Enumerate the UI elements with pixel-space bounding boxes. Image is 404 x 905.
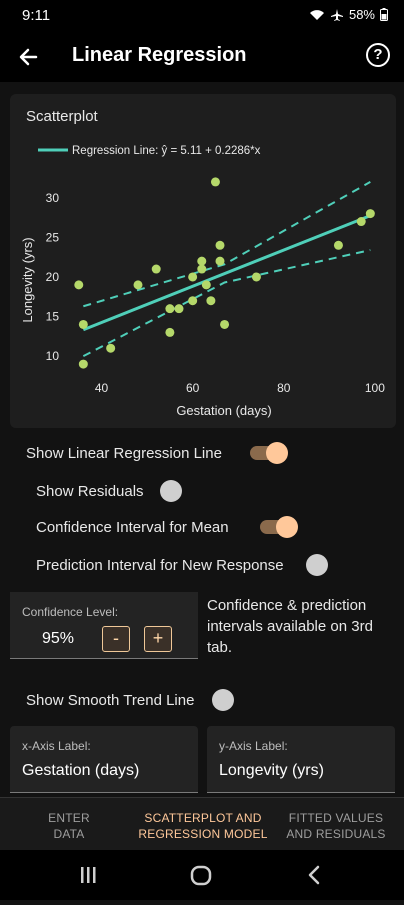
y-axis-label: Longevity (yrs) [20,237,35,322]
decrease-confidence-button[interactable]: - [102,626,130,652]
pi-new-label: Prediction Interval for New Response [36,557,284,574]
arrow-back-icon [19,48,38,66]
data-point [197,256,207,266]
tab-enter-data[interactable]: ENTER DATA [0,810,138,842]
increase-confidence-button[interactable]: + [144,626,172,652]
legend-label: Regression Line: ŷ = 5.11 + 0.2286*x [72,145,261,157]
tab-label-line1: SCATTERPLOT AND [144,811,262,825]
data-point [188,296,198,306]
tab-label-line2: REGRESSION MODEL [138,827,268,841]
x-tick-label: 60 [186,381,200,395]
tab-label-line1: ENTER [48,811,90,825]
data-point [106,343,116,353]
smooth-trend-label: Show Smooth Trend Line [26,692,195,709]
data-point [220,319,230,329]
data-point [188,272,198,282]
tab-scatterplot[interactable]: SCATTERPLOT AND REGRESSION MODEL [134,810,272,842]
home-icon[interactable] [190,865,212,886]
nav-buttons [81,865,320,886]
x-axis-field-value: Gestation (days) [22,762,140,779]
switch-knob [266,442,288,464]
data-point [356,217,366,227]
bottom-tab-bar: ENTER DATA SCATTERPLOT AND REGRESSION MO… [0,797,404,851]
chart-title: Scatterplot [26,108,99,125]
status-icons: 58% [309,7,388,22]
x-tick-label: 100 [365,381,385,395]
y-tick-label: 10 [46,349,60,363]
data-point [78,319,88,329]
y-axis-label-field[interactable]: y-Axis Label: Longevity (yrs) [207,726,395,793]
x-axis-label: Gestation (days) [176,403,271,418]
scatterplot-chart: Scatterplot Regression Line: ŷ = 5.11 + … [20,108,385,418]
data-point [165,304,175,314]
confidence-level-value: 95% [42,630,75,647]
pi-new-switch[interactable] [306,554,328,576]
switch-knob [276,516,298,538]
nav-back-icon[interactable] [308,865,320,885]
confidence-note: Confidence & prediction intervals availa… [207,597,373,656]
data-point [201,280,211,290]
page-title: Linear Regression [72,44,247,66]
data-point [174,304,184,314]
status-time: 9:11 [22,7,51,24]
data-point [74,280,84,290]
recent-apps-icon[interactable] [81,867,96,883]
data-point [365,209,375,219]
tab-fitted-values[interactable]: FITTED VALUES AND RESIDUALS [268,810,404,842]
ci-mean-switch[interactable] [260,516,298,538]
x-tick-label: 80 [277,381,291,395]
data-point [78,359,88,369]
data-point [215,256,225,266]
tab-label-line2: AND RESIDUALS [286,827,386,841]
ci-upper-line [83,181,371,308]
wifi-icon [309,9,324,20]
data-point [133,280,143,290]
airplane-icon [330,8,343,21]
app-bar: Linear Regression ? [0,32,404,82]
y-tick-label: 25 [46,230,60,244]
show-line-switch[interactable] [250,442,288,464]
show-line-label: Show Linear Regression Line [26,445,222,462]
smooth-trend-switch[interactable] [212,689,234,711]
confidence-level-field: Confidence Level: 95% - + [10,592,198,659]
data-point [197,264,207,274]
show-residuals-switch[interactable] [160,480,182,502]
back-button[interactable] [14,42,44,72]
tab-label-line2: DATA [53,827,85,841]
tab-label-line1: FITTED VALUES [288,811,384,825]
y-tick-label: 20 [46,270,60,284]
x-axis-label-field[interactable]: x-Axis Label: Gestation (days) [10,726,198,793]
x-axis-field-label: x-Axis Label: [22,739,91,753]
ci-lower-line [82,249,371,358]
scatterplot-card: Scatterplot Regression Line: ŷ = 5.11 + … [10,94,396,428]
y-axis-field-value: Longevity (yrs) [219,762,324,779]
system-nav-bar [0,850,404,900]
data-point [151,264,161,274]
show-residuals-label: Show Residuals [36,483,144,500]
y-tick-label: 30 [46,191,60,205]
confidence-level-label: Confidence Level: [22,605,119,619]
data-point [210,177,220,187]
regression-line [82,214,371,332]
data-point [165,327,175,337]
data-point [251,272,261,282]
y-axis-field-label: y-Axis Label: [219,739,288,753]
x-tick-label: 40 [95,381,109,395]
status-bar: 9:11 58% [0,0,404,32]
data-point [333,240,343,250]
help-button[interactable]: ? [366,43,390,67]
data-point [206,296,216,306]
battery-icon [380,8,388,21]
ci-mean-label: Confidence Interval for Mean [36,519,229,536]
battery-percent: 58% [348,7,375,22]
data-point [215,240,225,250]
y-tick-label: 15 [46,310,60,324]
